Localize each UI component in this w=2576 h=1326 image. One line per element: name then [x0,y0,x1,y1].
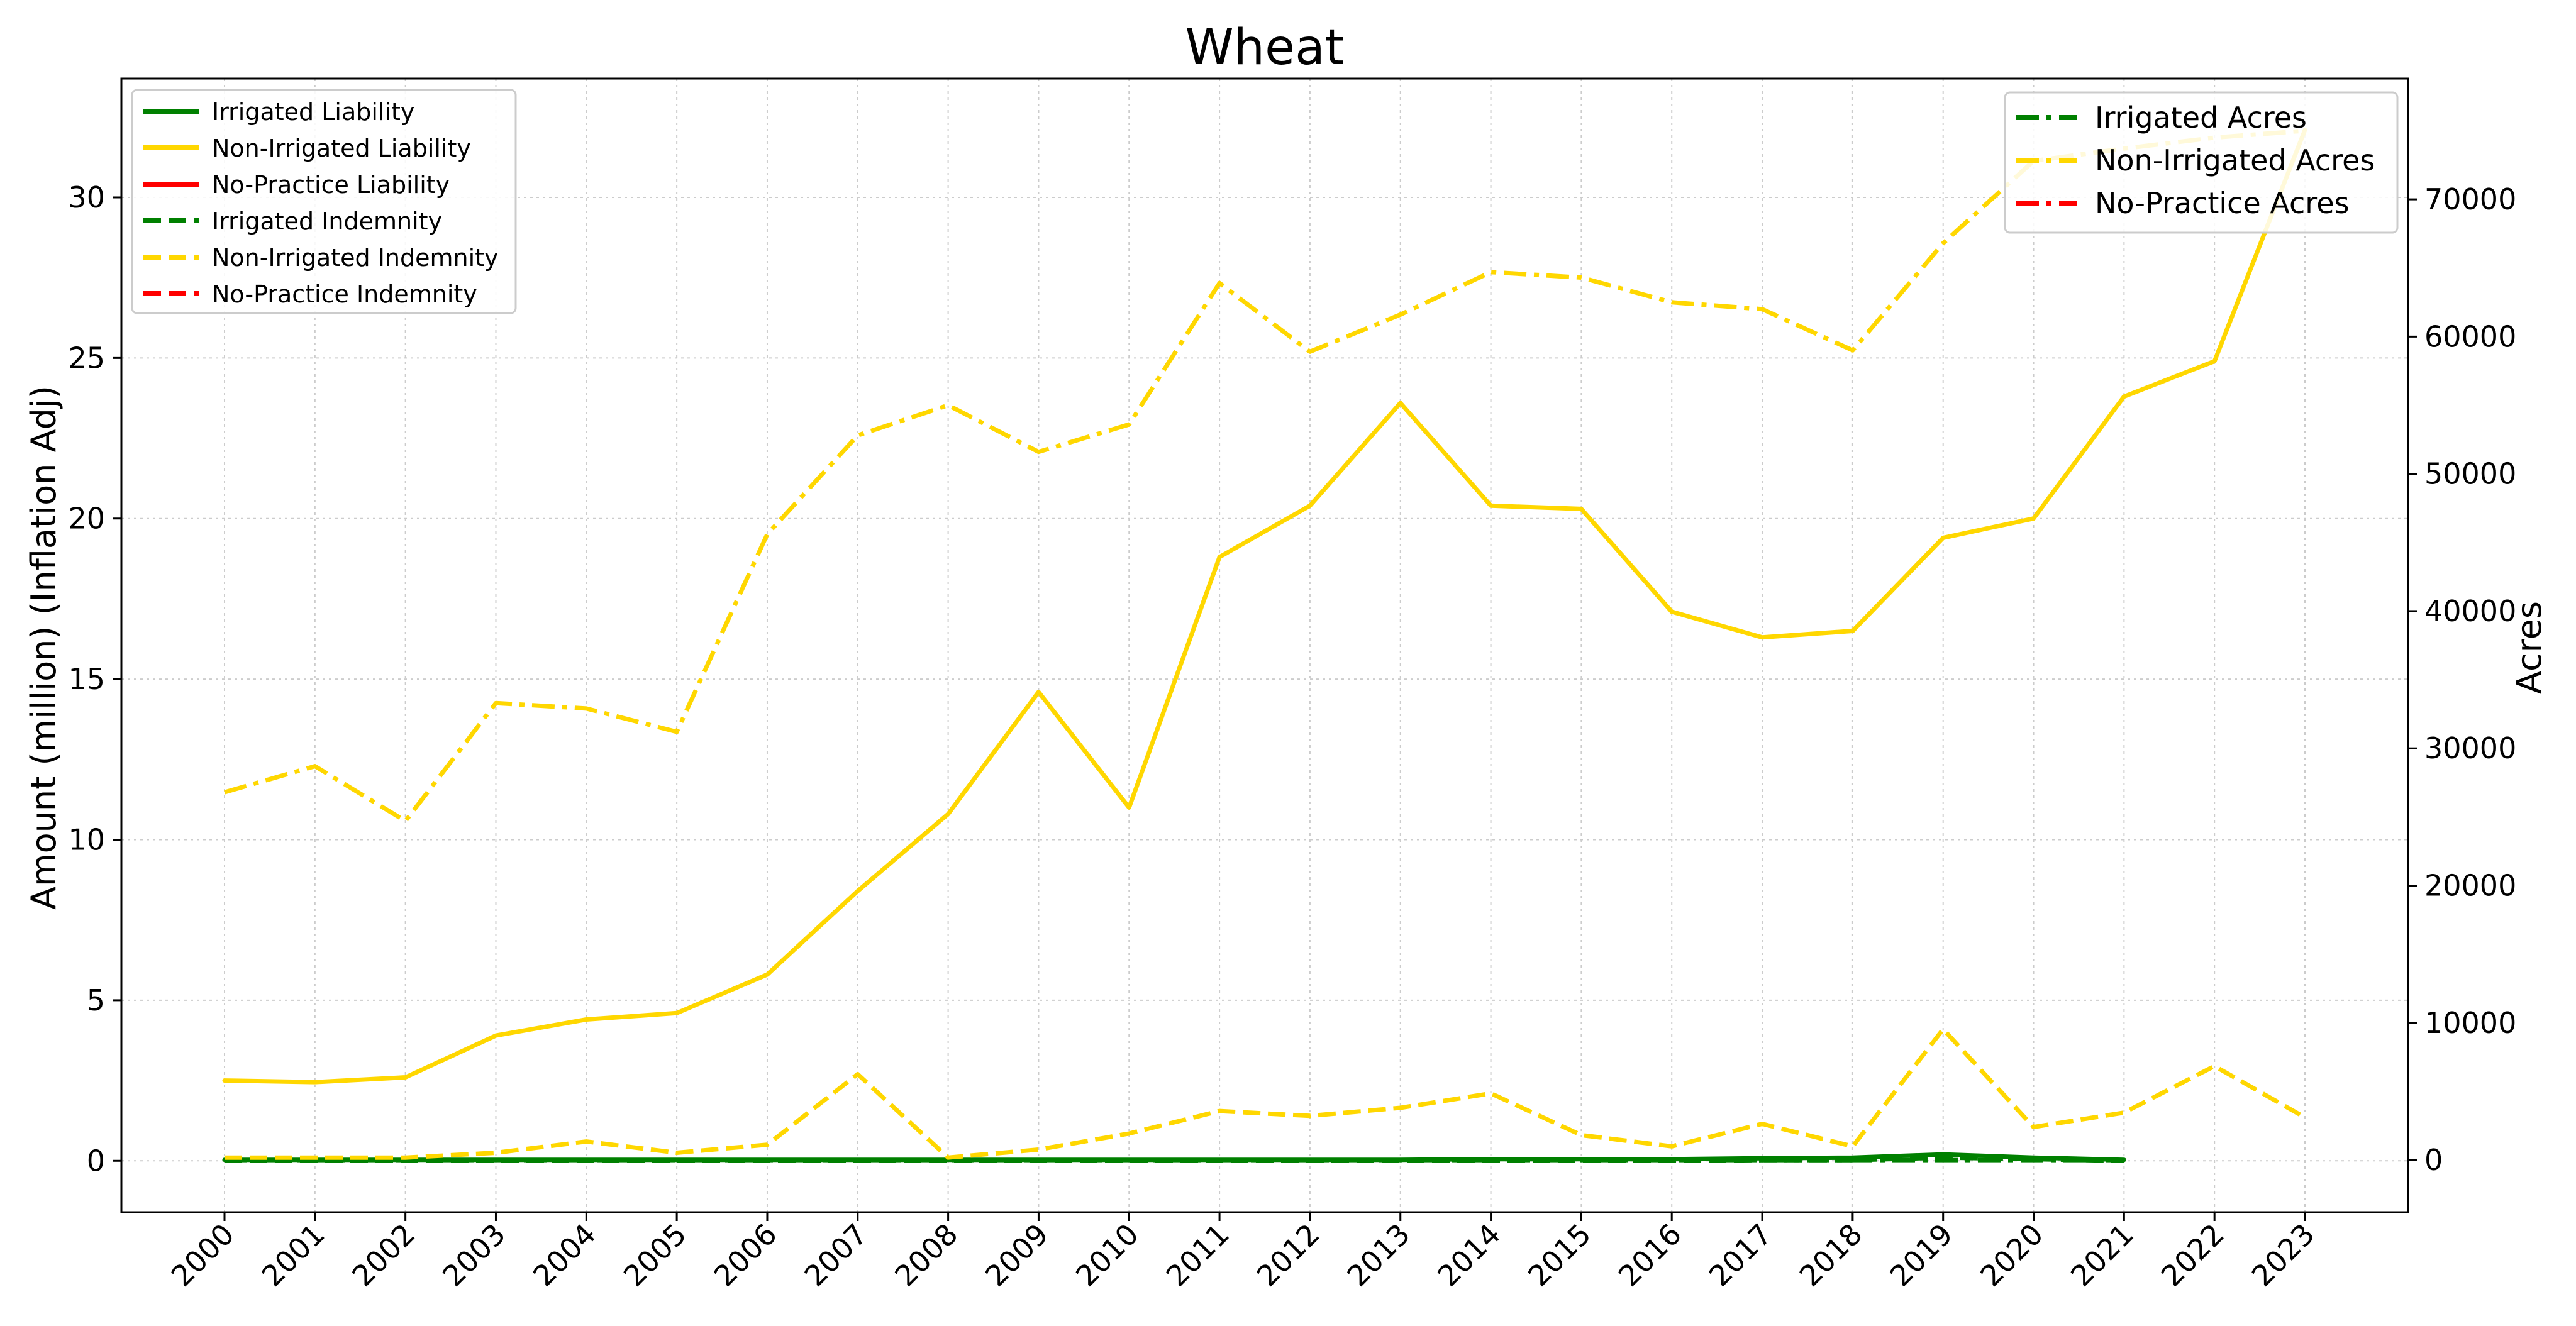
y2-tick-label: 60000 [2424,319,2516,353]
y-tick-label: 20 [68,502,105,536]
legend-right: Irrigated Acres Non-Irrigated Acres No-Pra… [2004,91,2399,234]
y2-tick-label: 40000 [2424,594,2516,628]
x-tick-label: 2016 [1612,1217,1688,1293]
x-tick-label: 2003 [436,1217,512,1293]
x-tick-label: 2015 [1521,1217,1597,1293]
y-tick-label: 30 [68,180,105,214]
x-tick-label: 2020 [1974,1217,2050,1293]
y-tick-label: 0 [87,1144,105,1178]
x-tick-label: 2018 [1793,1217,1869,1293]
legend-box [2004,91,2399,234]
y-axis-label: Amount (million) (Inflation Adj) [24,385,64,910]
x-tick-label: 2004 [526,1217,602,1293]
x-tick-label: 2007 [798,1217,874,1293]
legend-label: Irrigated Indemnity [212,207,442,235]
x-tick-label: 2023 [2245,1217,2321,1293]
chart-title: Wheat [1185,19,1345,76]
x-tick-label: 2000 [165,1217,241,1293]
legend-label: Non-Irrigated Liability [212,135,471,162]
ticks: 2000 2001 2002 2003 2004 2005 2006 2007 2008 2009… [68,180,2516,1293]
y2-axis-label: Acres [2509,601,2549,694]
plot-frame [120,77,2409,1213]
y2-tick-label: 30000 [2424,731,2516,765]
x-tick-label: 2001 [255,1217,331,1293]
x-tick-label: 2022 [2155,1217,2231,1293]
y2-tick-label: 0 [2424,1143,2443,1177]
series-line-non-irrigated-acres [224,128,2306,824]
y2-tick-label: 70000 [2424,182,2516,216]
x-tick-label: 2008 [888,1217,964,1293]
series-line-irrigated-indemnity [224,1155,2124,1163]
x-tick-label: 2017 [1702,1217,1779,1293]
series-lines [222,128,2307,1163]
y-tick-label: 25 [68,341,105,375]
legend-label: Non-Irrigated Acres [2095,143,2375,177]
y-tick-label: 15 [68,662,105,696]
legend-label: Non-Irrigated Indemnity [212,244,499,272]
x-tick-label: 2013 [1341,1217,1417,1293]
y-tick-label: 5 [87,983,105,1017]
legend-label: Irrigated Acres [2095,101,2307,135]
y2-tick-label: 10000 [2424,1006,2516,1040]
x-tick-label: 2014 [1431,1217,1507,1293]
x-tick-label: 2002 [345,1217,421,1293]
legend-left: Irrigated Liability Non-Irrigated Liabili… [131,89,517,314]
legend-label: No-Practice Liability [212,171,450,199]
legend-box [131,89,517,314]
y2-tick-label: 20000 [2424,868,2516,902]
x-tick-label: 2012 [1250,1217,1326,1293]
x-tick-label: 2006 [708,1217,784,1293]
y-tick-label: 10 [68,823,105,857]
legend-label: No-Practice Indemnity [212,280,477,308]
series-line-non-irrigated-indemnity [225,1027,2306,1160]
x-tick-label: 2005 [617,1217,693,1293]
legend-label: No-Practice Acres [2095,186,2349,220]
x-tick-label: 2009 [979,1217,1055,1293]
legend-label: Irrigated Liability [212,98,414,126]
x-tick-label: 2010 [1069,1217,1145,1293]
series-line-non-irrigated-liability [222,128,2307,1085]
x-tick-label: 2011 [1160,1217,1236,1293]
y2-tick-label: 50000 [2424,457,2516,491]
x-tick-label: 2021 [2064,1217,2140,1293]
x-tick-label: 2019 [1884,1217,1960,1293]
